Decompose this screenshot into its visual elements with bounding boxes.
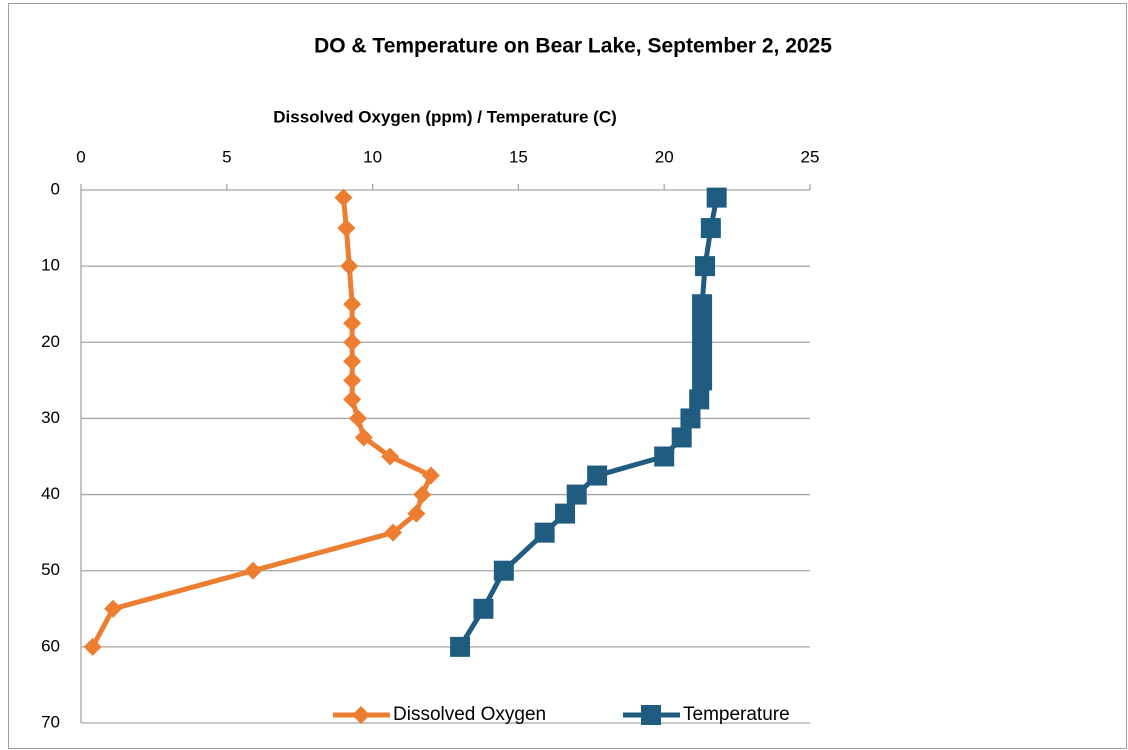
marker bbox=[421, 466, 440, 485]
y-tick-label: 20 bbox=[41, 332, 60, 351]
y-tick-label: 50 bbox=[41, 560, 60, 579]
series bbox=[83, 188, 440, 656]
y-tick-label: 0 bbox=[51, 179, 60, 198]
series bbox=[450, 187, 727, 657]
marker bbox=[104, 599, 123, 618]
legend-item: Dissolved Oxygen bbox=[333, 704, 546, 725]
x-tick-label: 10 bbox=[363, 147, 382, 166]
marker bbox=[555, 503, 576, 524]
marker bbox=[692, 294, 713, 315]
marker bbox=[671, 427, 692, 448]
marker bbox=[692, 370, 713, 391]
marker bbox=[340, 257, 359, 276]
marker bbox=[352, 706, 370, 724]
y-tick-label: 70 bbox=[41, 712, 60, 731]
marker bbox=[413, 485, 432, 504]
legend-item: Temperature bbox=[623, 704, 790, 725]
marker bbox=[354, 428, 373, 447]
marker bbox=[450, 636, 471, 657]
marker bbox=[343, 333, 362, 352]
marker bbox=[343, 352, 362, 371]
marker bbox=[534, 522, 555, 543]
marker bbox=[566, 484, 587, 505]
marker bbox=[680, 408, 701, 429]
marker bbox=[343, 371, 362, 390]
x-tick-label: 15 bbox=[509, 147, 528, 166]
y-tick-label: 40 bbox=[41, 484, 60, 503]
marker bbox=[692, 351, 713, 372]
marker bbox=[384, 523, 403, 542]
marker bbox=[349, 409, 368, 428]
marker bbox=[343, 390, 362, 409]
marker bbox=[493, 560, 514, 581]
legend-label: Temperature bbox=[683, 704, 790, 725]
y-tick-label: 60 bbox=[41, 636, 60, 655]
marker bbox=[689, 389, 710, 410]
marker bbox=[244, 561, 263, 580]
x-tick-label: 0 bbox=[76, 147, 85, 166]
y-tick-label: 30 bbox=[41, 408, 60, 427]
marker bbox=[473, 598, 494, 619]
x-axis-title: Dissolved Oxygen (ppm) / Temperature (C) bbox=[273, 107, 617, 126]
x-tick-label: 20 bbox=[655, 147, 674, 166]
marker bbox=[407, 504, 426, 523]
x-tick-label: 5 bbox=[222, 147, 231, 166]
marker bbox=[654, 446, 675, 467]
marker bbox=[692, 313, 713, 334]
y-tick-label: 10 bbox=[41, 256, 60, 275]
marker bbox=[695, 256, 716, 277]
marker bbox=[343, 314, 362, 333]
marker bbox=[343, 295, 362, 314]
x-tick-label: 25 bbox=[801, 147, 820, 166]
marker bbox=[381, 447, 400, 466]
marker bbox=[700, 218, 721, 239]
marker bbox=[706, 187, 727, 208]
marker bbox=[692, 332, 713, 353]
marker bbox=[334, 188, 353, 207]
marker bbox=[83, 637, 102, 656]
marker bbox=[587, 465, 608, 486]
marker bbox=[337, 219, 356, 238]
chart-title: DO & Temperature on Bear Lake, September… bbox=[314, 35, 832, 58]
chart-frame bbox=[8, 3, 1127, 749]
legend-label: Dissolved Oxygen bbox=[393, 704, 546, 725]
marker bbox=[641, 705, 661, 725]
